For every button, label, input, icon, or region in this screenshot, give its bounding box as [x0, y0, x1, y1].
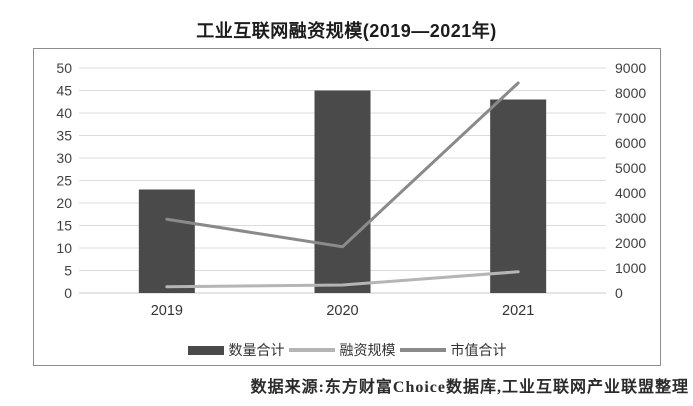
left-axis-tick: 45 [56, 83, 72, 99]
chart-legend: 数量合计 融资规模 市值合计 [34, 340, 660, 360]
right-axis-tick: 6000 [615, 135, 646, 151]
legend-item-line-series-2: 市值合计 [399, 340, 507, 360]
chart-title: 工业互联网融资规模(2019—2021年) [196, 21, 497, 41]
x-axis-label: 2019 [151, 303, 183, 319]
bar-2021 [490, 99, 547, 293]
left-axis-tick: 30 [56, 150, 72, 166]
legend-label: 融资规模 [339, 342, 396, 358]
right-axis-tick: 9000 [615, 60, 646, 76]
left-axis-tick: 35 [56, 128, 72, 144]
legend-label: 数量合计 [228, 342, 285, 358]
line-series [165, 81, 520, 249]
right-axis-tick: 4000 [615, 185, 646, 201]
left-axis-tick: 5 [64, 263, 72, 279]
bar-swatch-icon [187, 345, 224, 355]
right-axis-tick: 5000 [615, 160, 646, 176]
left-axis-tick: 10 [56, 240, 72, 256]
data-source-note: 数据来源:东方财富Choice数据库,工业互联网产业联盟整理 [250, 379, 689, 396]
line-series [165, 270, 520, 289]
legend-label: 市值合计 [450, 342, 507, 358]
left-axis-tick: 40 [56, 105, 72, 121]
line-swatch-icon [288, 348, 335, 352]
x-axis-label: 2020 [326, 303, 358, 319]
left-axis-tick: 20 [56, 195, 72, 211]
right-axis-tick: 2000 [615, 235, 646, 251]
right-axis-tick: 8000 [615, 85, 646, 101]
combo-chart: 0 5 10 15 20 25 30 35 40 45 50 0 1000 2000 3000 4000 500… [56, 60, 646, 319]
bar-2019 [138, 189, 195, 293]
chart-frame: 0 5 10 15 20 25 30 35 40 45 50 0 1000 2000 3000 4000 500… [33, 48, 661, 366]
left-axis-tick: 15 [56, 218, 72, 234]
right-axis-tick: 0 [615, 285, 623, 301]
bar-2020 [314, 90, 371, 293]
left-axis-tick: 50 [56, 60, 72, 76]
x-axis-label: 2021 [502, 303, 534, 319]
line-swatch-icon [399, 348, 446, 352]
left-axis-tick: 0 [64, 285, 72, 301]
right-axis-tick: 7000 [615, 110, 646, 126]
right-axis-tick: 3000 [615, 210, 646, 226]
legend-item-line-series-1: 融资规模 [288, 340, 396, 360]
legend-item-bar-series: 数量合计 [187, 340, 285, 360]
right-axis-tick: 1000 [615, 260, 646, 276]
left-axis-tick: 25 [56, 173, 72, 189]
